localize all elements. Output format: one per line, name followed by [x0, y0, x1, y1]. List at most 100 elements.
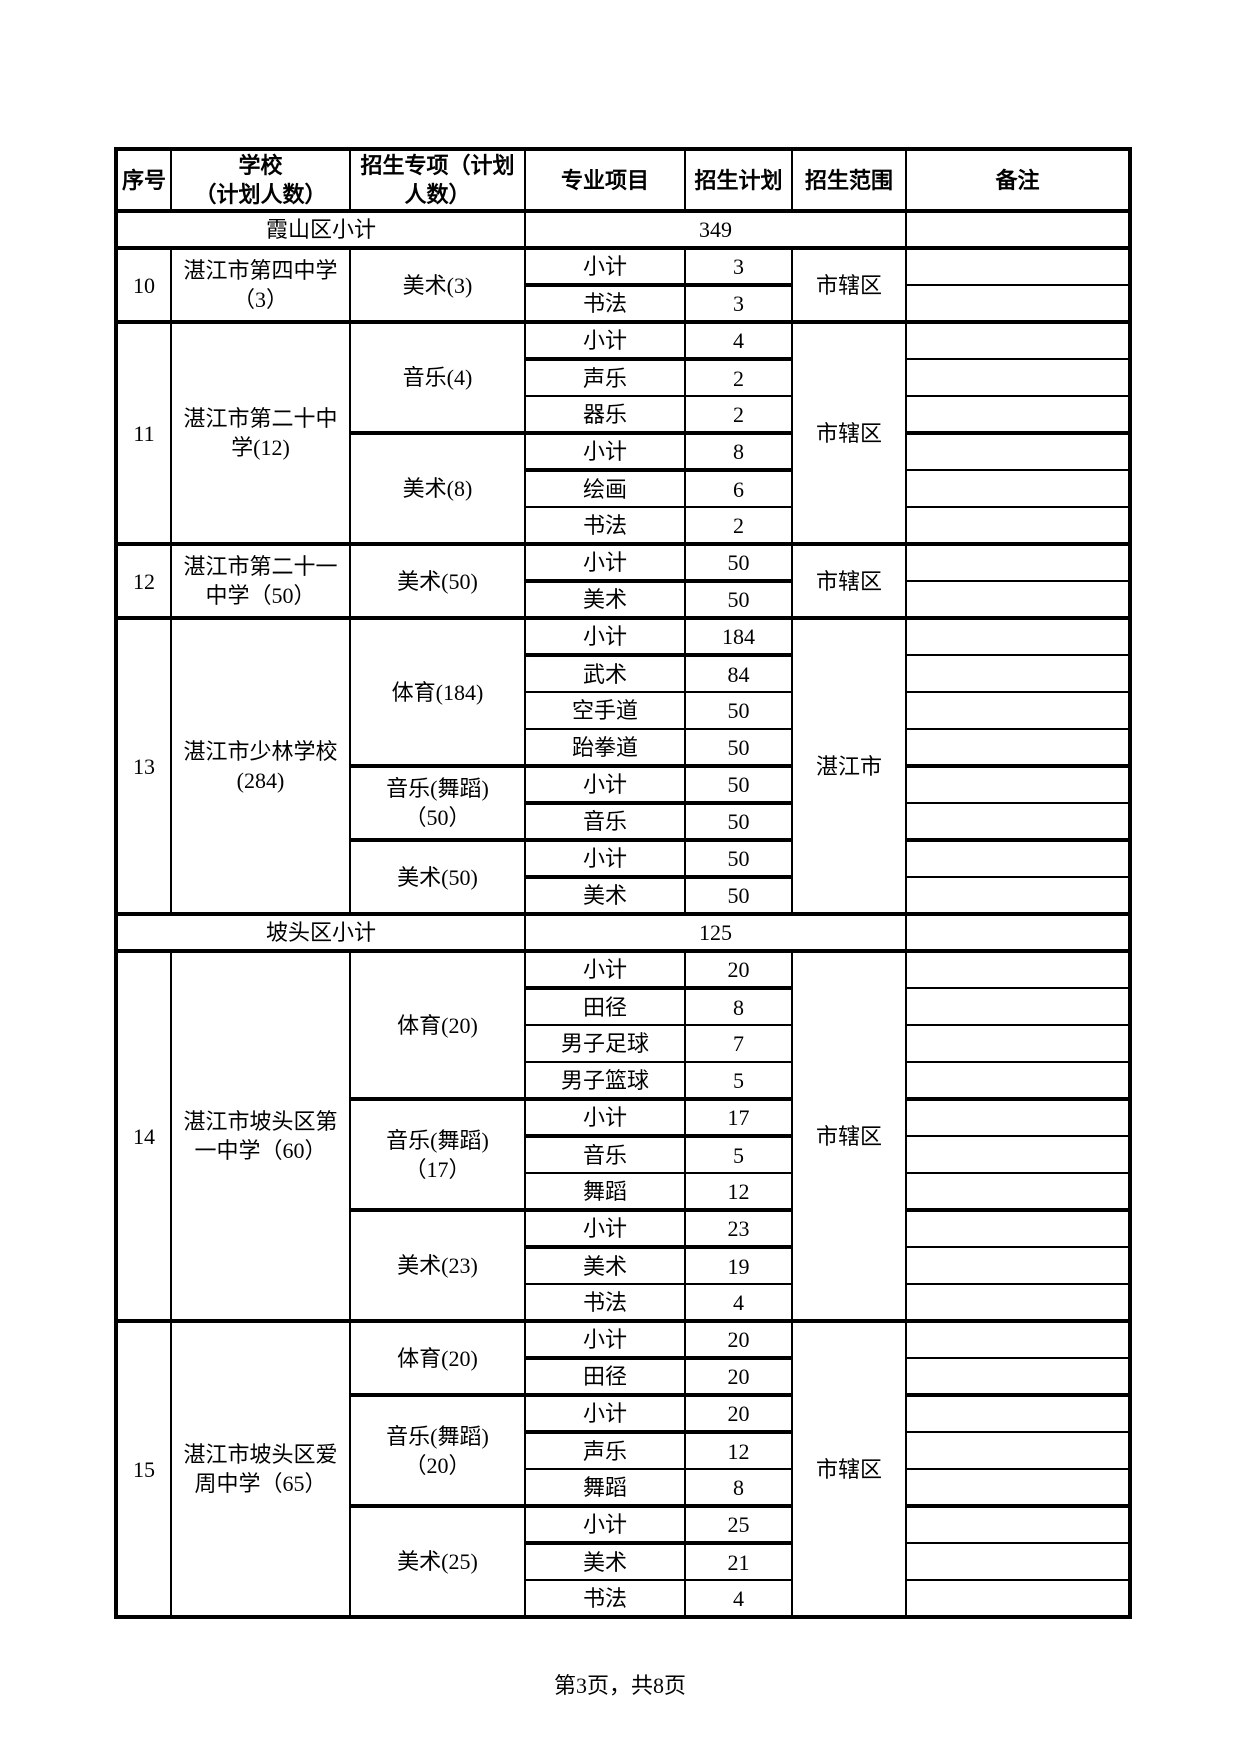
scope-cell: 市辖区 — [791, 246, 907, 324]
table-row: 书法 3 — [116, 284, 1131, 324]
school-name-cell: 湛江市第二十一 中学（50） — [170, 542, 351, 620]
table-row: 男子篮球 5 — [116, 1061, 1131, 1101]
remark-cell — [905, 542, 1131, 583]
plan-cell: 5 — [684, 1061, 793, 1101]
remark-cell — [905, 1208, 1131, 1249]
remark-cell — [905, 616, 1131, 657]
plan-cell: 19 — [684, 1246, 793, 1286]
project-cell: 美术 — [524, 876, 686, 916]
plan-cell: 12 — [684, 1172, 793, 1212]
remark-cell — [905, 506, 1131, 546]
region-subtotal-label: 霞山区小计 — [115, 209, 526, 251]
plan-cell: 7 — [684, 1024, 793, 1064]
plan-cell: 8 — [684, 431, 793, 473]
plan-cell: 20 — [684, 1357, 793, 1397]
plan-cell: 5 — [684, 1135, 793, 1175]
project-cell: 书法 — [524, 284, 686, 324]
page-number-footer: 第3页，共8页 — [553, 1673, 686, 1698]
plan-cell: 50 — [684, 838, 793, 880]
project-cell: 美术 — [524, 580, 686, 620]
remark-cell — [905, 691, 1131, 731]
remark-cell — [905, 358, 1131, 398]
plan-cell: 25 — [684, 1504, 793, 1546]
remark-cell — [905, 987, 1131, 1027]
plan-cell: 23 — [684, 1208, 793, 1250]
table-row: 舞蹈 8 — [116, 1468, 1131, 1508]
remark-cell — [905, 1542, 1131, 1582]
table-row: 美术(23) 小计 23 — [116, 1208, 1131, 1323]
remark-cell — [905, 838, 1131, 879]
remark-cell — [905, 1246, 1131, 1286]
remark-cell — [905, 1357, 1131, 1397]
table-row: 音乐(舞蹈) （50） 小计 50 — [116, 764, 1131, 842]
scope-cell: 市辖区 — [791, 1319, 907, 1619]
remark-cell — [905, 1097, 1131, 1138]
table-row: 美术(50) 小计 50 — [116, 838, 1131, 916]
plan-cell: 50 — [684, 728, 793, 768]
remark-cell — [905, 876, 1131, 916]
table-row: 男子足球 7 — [116, 1024, 1131, 1064]
project-cell: 小计 — [524, 542, 686, 584]
project-cell: 男子足球 — [524, 1024, 686, 1064]
col-header-scope: 招生范围 — [791, 147, 907, 214]
remark-cell — [905, 1319, 1131, 1360]
school-name-cell: 湛江市坡头区第 一中学（60） — [170, 949, 351, 1323]
category-cell: 美术(3) — [349, 246, 526, 324]
plan-cell: 4 — [684, 1579, 793, 1619]
serial-cell: 12 — [115, 542, 172, 620]
col-header-remark: 备注 — [905, 147, 1131, 214]
table-row: 田径 8 — [116, 987, 1131, 1027]
remark-cell — [905, 1393, 1131, 1434]
region-subtotal-label: 坡头区小计 — [115, 912, 526, 954]
table-row: 音乐 5 — [116, 1135, 1131, 1175]
category-cell: 体育(20) — [349, 949, 526, 1101]
table-row: 跆拳道 50 — [116, 728, 1131, 768]
remark-cell — [905, 654, 1131, 694]
remark-cell — [905, 1061, 1131, 1101]
category-cell: 音乐(4) — [349, 320, 526, 435]
plan-cell: 50 — [684, 580, 793, 620]
project-cell: 舞蹈 — [524, 1172, 686, 1212]
serial-cell: 13 — [115, 616, 172, 916]
col-header-category: 招生专项（计划 人数） — [349, 147, 526, 214]
remark-cell — [905, 764, 1131, 805]
project-cell: 男子篮球 — [524, 1061, 686, 1101]
table-row: 绘画 6 — [116, 469, 1131, 509]
school-name-cell: 湛江市第四中学 （3） — [170, 246, 351, 324]
plan-cell: 6 — [684, 469, 793, 509]
project-cell: 小计 — [524, 616, 686, 658]
table-row: 器乐 2 — [116, 395, 1131, 435]
category-cell: 美术(23) — [349, 1208, 526, 1323]
project-cell: 声乐 — [524, 358, 686, 398]
category-cell: 音乐(舞蹈) （17） — [349, 1097, 526, 1212]
project-cell: 小计 — [524, 431, 686, 473]
project-cell: 美术 — [524, 1246, 686, 1286]
plan-cell: 2 — [684, 358, 793, 398]
remark-cell — [905, 949, 1131, 990]
plan-cell: 21 — [684, 1542, 793, 1582]
project-cell: 小计 — [524, 1393, 686, 1435]
region-subtotal-row: 霞山区小计 349 — [115, 209, 1131, 251]
col-header-serial: 序号 — [115, 147, 172, 214]
remark-cell — [905, 912, 1131, 954]
project-cell: 绘画 — [524, 469, 686, 509]
table-row: 15 湛江市坡头区爱 周中学（65） 体育(20) 小计 20 市辖区 — [115, 1319, 1131, 1619]
plan-cell: 50 — [684, 876, 793, 916]
plan-cell: 4 — [684, 1283, 793, 1323]
remark-cell — [905, 246, 1131, 287]
remark-cell — [905, 284, 1131, 324]
remark-cell — [905, 1431, 1131, 1471]
plan-cell: 8 — [684, 987, 793, 1027]
project-cell: 器乐 — [524, 395, 686, 435]
plan-cell: 20 — [684, 1319, 793, 1361]
table-row: 美术 19 — [116, 1246, 1131, 1286]
project-cell: 书法 — [524, 1579, 686, 1619]
category-cell: 体育(20) — [349, 1319, 526, 1397]
plan-cell: 184 — [684, 616, 793, 658]
school-name-cell: 湛江市第二十中 学(12) — [170, 320, 351, 546]
scope-cell: 市辖区 — [791, 949, 907, 1323]
remark-cell — [905, 1283, 1131, 1323]
enrollment-plan-table: 序号 学校 （计划人数） 招生专项（计划 人数） 专业项目 招生计划 招生范围 … — [114, 147, 1132, 1620]
plan-cell: 12 — [684, 1431, 793, 1471]
